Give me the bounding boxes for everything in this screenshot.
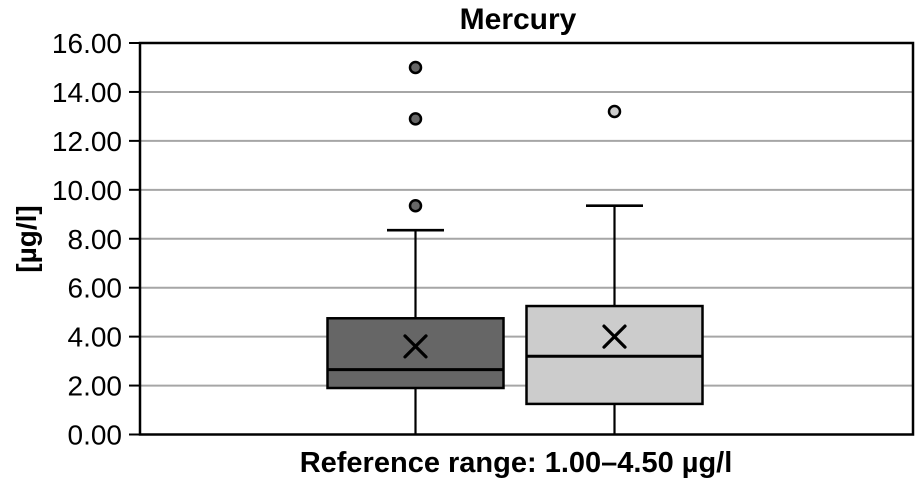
y-tick-label: 10.00 bbox=[52, 175, 122, 206]
outlier-point bbox=[408, 198, 423, 213]
y-tick-label: 2.00 bbox=[68, 371, 123, 402]
outlier-point bbox=[408, 60, 423, 75]
y-tick-label: 4.00 bbox=[68, 322, 123, 353]
y-tick-label: 8.00 bbox=[68, 224, 123, 255]
mean-marker bbox=[403, 334, 428, 359]
box-series bbox=[326, 60, 704, 435]
x-axis-label: Reference range: 1.00–4.50 µg/l bbox=[300, 447, 733, 479]
y-tick-label: 6.00 bbox=[68, 273, 123, 304]
y-tick-label: 0.00 bbox=[68, 420, 123, 451]
y-axis-ticks: 0.00 2.00 4.00 6.00 8.00 10.00 12.00 14.00 16.00 bbox=[52, 28, 140, 451]
box-rect bbox=[326, 317, 505, 390]
box-series bbox=[525, 104, 704, 435]
y-tick-label: 12.00 bbox=[52, 126, 122, 157]
outlier-point bbox=[408, 112, 423, 126]
chart-title: Mercury bbox=[460, 3, 577, 36]
outlier-point bbox=[607, 104, 622, 119]
y-tick-label: 16.00 bbox=[52, 28, 122, 59]
gridlines bbox=[140, 90, 913, 387]
y-axis-title: [µg/l] bbox=[11, 205, 42, 272]
mean-marker bbox=[602, 324, 627, 349]
y-tick-label: 14.00 bbox=[52, 77, 122, 108]
box-series bbox=[326, 60, 505, 435]
